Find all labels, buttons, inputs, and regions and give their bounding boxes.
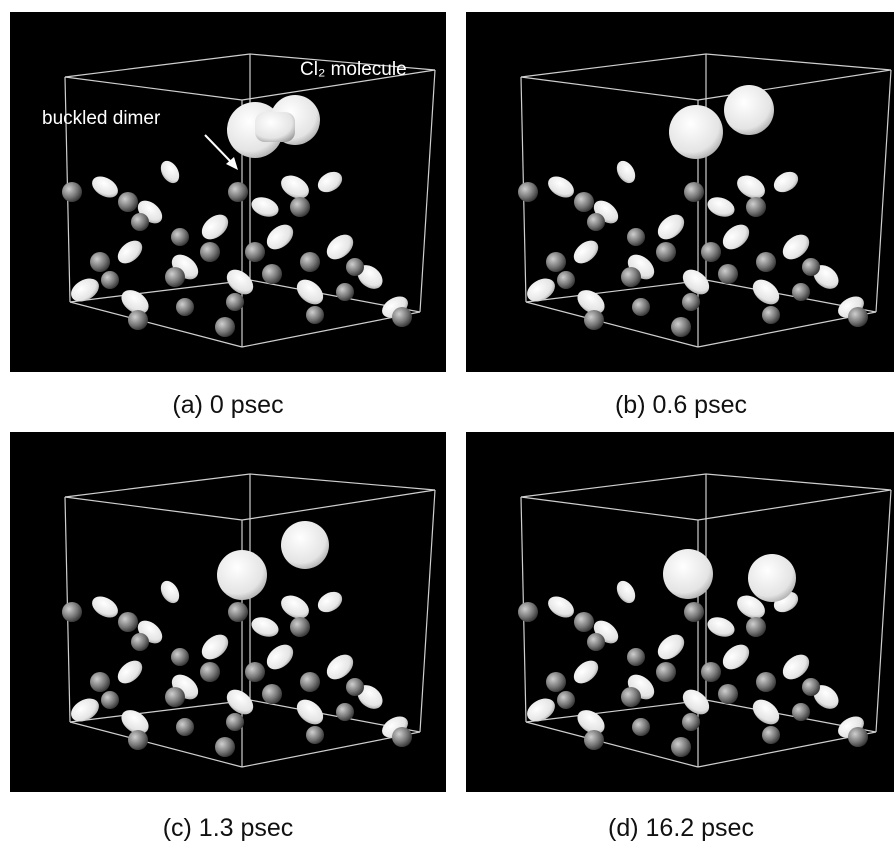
figure: Cl₂ molecule buckled dimer (a) 0 psec (b… <box>0 0 894 849</box>
panel-c <box>10 432 446 792</box>
panel-caption: (b) 0.6 psec <box>615 391 747 419</box>
panel-caption: (a) 0 psec <box>172 391 283 419</box>
panel-d <box>466 432 894 792</box>
annotation: buckled dimer <box>42 108 161 129</box>
panel-caption: (d) 16.2 psec <box>608 814 754 842</box>
annotation: Cl₂ molecule <box>300 59 407 80</box>
panel-caption: (c) 1.3 psec <box>163 814 294 842</box>
panel-b <box>466 12 894 372</box>
